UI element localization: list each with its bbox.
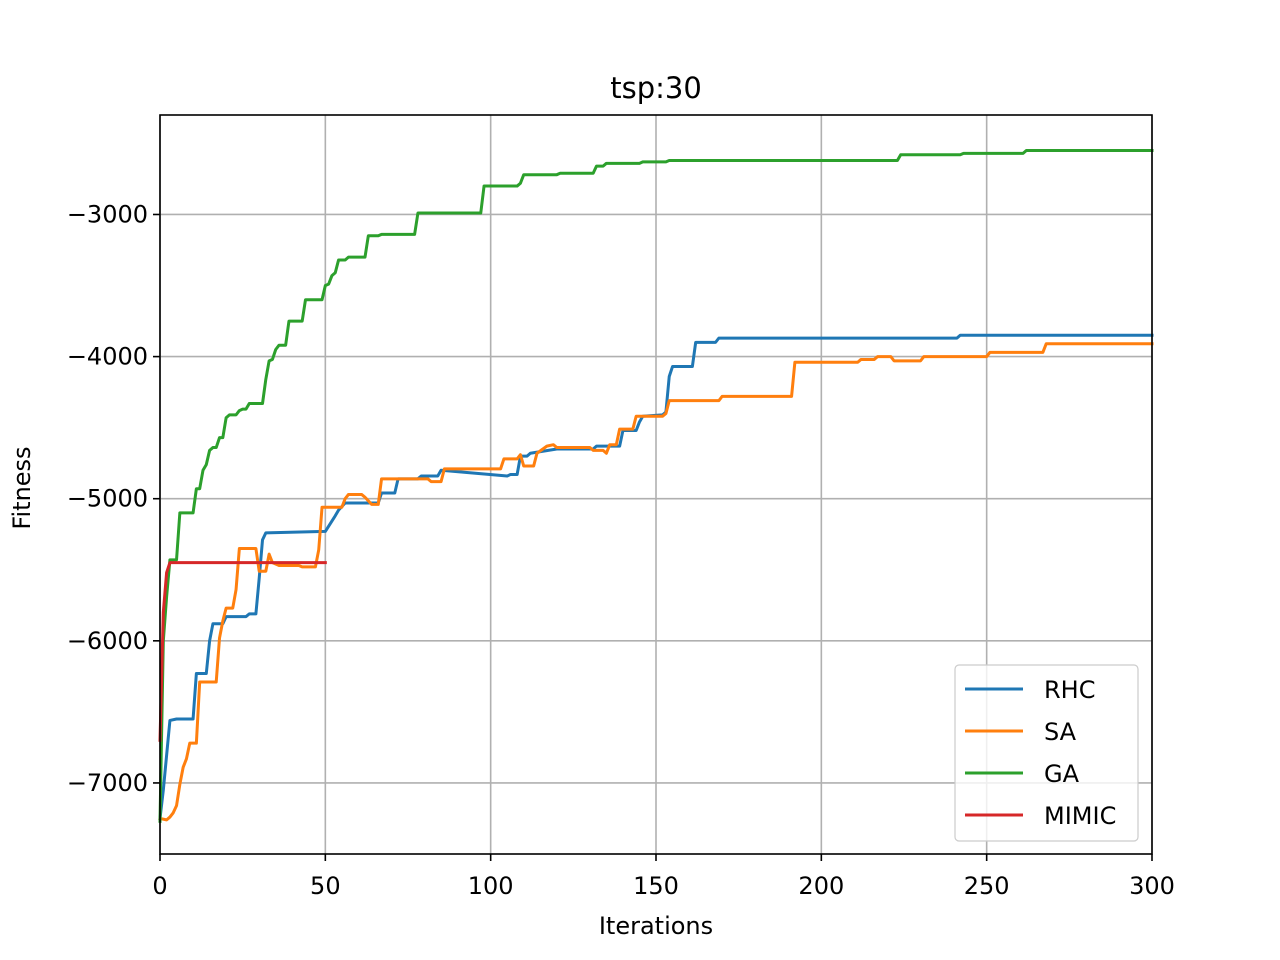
x-tick-label: 150 <box>633 872 679 900</box>
legend-label-sa: SA <box>1044 718 1077 746</box>
y-tick-label: −5000 <box>67 485 148 513</box>
y-tick-label: −6000 <box>67 627 148 655</box>
y-tick-label: −7000 <box>67 769 148 797</box>
legend-label-rhc: RHC <box>1044 676 1095 704</box>
legend-frame <box>954 664 1139 842</box>
series-line-ga <box>158 149 1154 823</box>
x-tick-label: 50 <box>310 872 341 900</box>
series-line-mimic <box>158 561 327 742</box>
x-tick-label: 100 <box>468 872 514 900</box>
x-tick-label: 0 <box>152 872 167 900</box>
x-tick-label: 250 <box>964 872 1010 900</box>
x-tick-label: 300 <box>1129 872 1175 900</box>
legend: RHC SA GA MIMIC <box>954 664 1139 842</box>
y-tick-label: −4000 <box>67 343 148 371</box>
x-axis: 0 50 100 150 200 250 300 <box>152 854 1175 900</box>
grid-lines <box>159 115 1153 854</box>
x-axis-label: Iterations <box>599 912 713 940</box>
x-tick-label: 200 <box>798 872 844 900</box>
y-tick-label: −3000 <box>67 200 148 228</box>
y-axis: −7000 −6000 −5000 −4000 −3000 <box>67 200 160 797</box>
legend-label-ga: GA <box>1044 760 1080 788</box>
chart-title: tsp:30 <box>610 71 702 105</box>
legend-label-mimic: MIMIC <box>1044 802 1116 830</box>
plot-area <box>158 149 1154 823</box>
series-line-sa <box>158 342 1154 822</box>
y-axis-label: Fitness <box>8 446 36 529</box>
